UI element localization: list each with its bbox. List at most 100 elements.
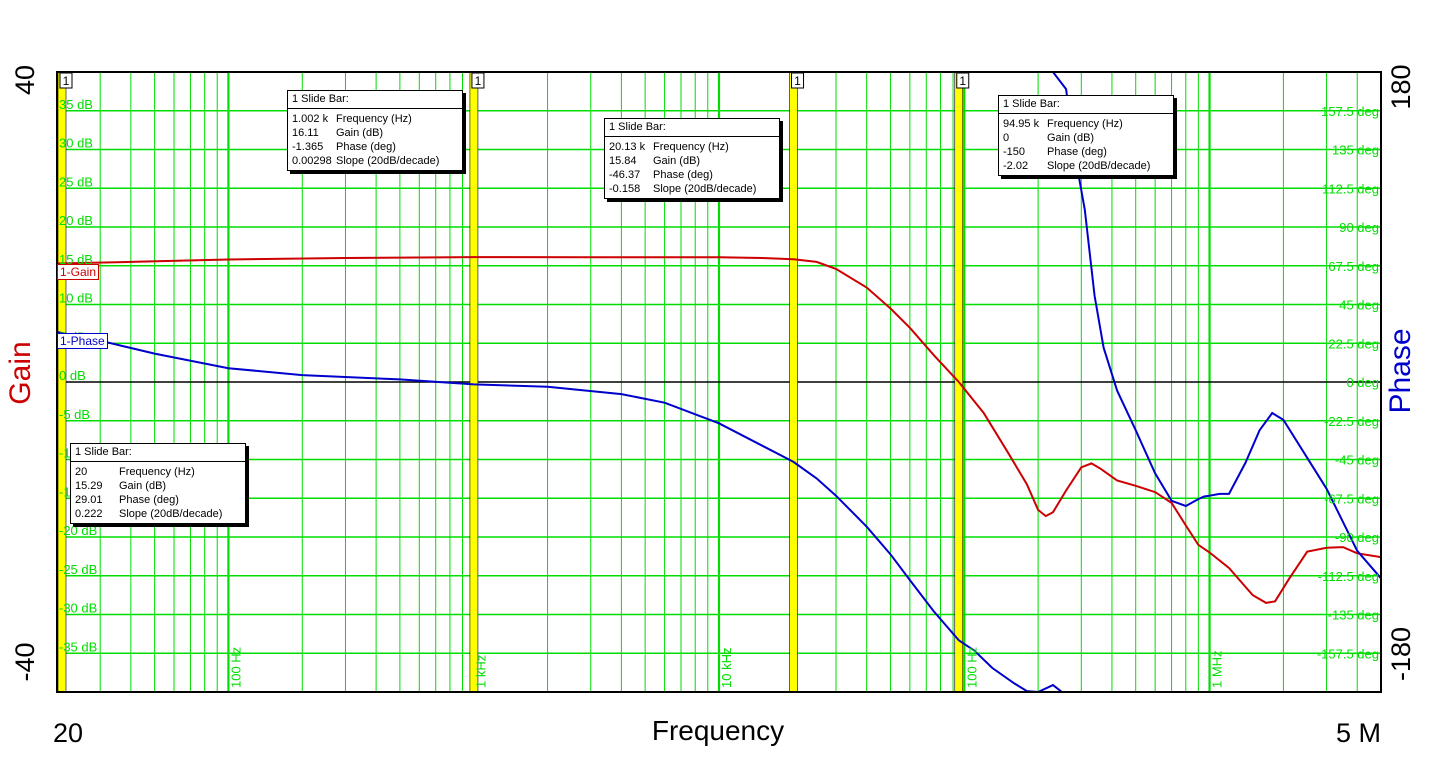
slide-bar-row: 15.84 Gain (dB) [609,154,775,168]
x-max-label: 5 M [1336,718,1381,748]
slide-bar-value: 15.29 [75,480,103,492]
cursor-marker-label: 1 [63,74,70,88]
slide-bar-field: Phase (deg) [653,169,713,181]
slide-bar-box: 1 Slide Bar: 94.95 k Frequency (Hz) 0 Gain (… [998,95,1174,176]
x-axis-title: Frequency [652,715,784,746]
phase-min-label: -180 [1386,627,1416,681]
phase-tick-label: 22.5 deg [1328,336,1379,351]
gain-tick-label: -30 dB [59,601,97,616]
cursor-marker-label: 1 [959,74,966,88]
slide-bar-field: Phase (deg) [1047,146,1107,158]
gain-tick-label: 10 dB [59,291,93,306]
slide-bar-row: 29.01 Phase (deg) [75,493,241,507]
slide-bar-row: 20 Frequency (Hz) [75,465,241,479]
grid-layer [57,72,1381,692]
slide-bar-row: 94.95 k Frequency (Hz) [1003,117,1169,131]
slide-bar-value: -1.365 [292,141,324,153]
slide-bar-field: Phase (deg) [336,141,396,153]
slide-bar-value: 94.95 k [1003,118,1040,130]
slide-bar-title: 1 Slide Bar: [71,444,245,462]
gain-tick-label: -35 dB [59,639,97,654]
slide-bar-row: 20.13 k Frequency (Hz) [609,140,775,154]
slide-bar-row: -150 Phase (deg) [1003,145,1169,159]
phase-tick-label: 90 deg [1339,220,1379,235]
cursor-bar [789,72,798,692]
slide-bar-box: 1 Slide Bar: 20.13 k Frequency (Hz) 15.84 Ga… [604,118,780,199]
slide-bar-field: Slope (20dB/decade) [119,508,223,520]
slide-bar-field: Slope (20dB/decade) [336,155,440,167]
slide-bar-title: 1 Slide Bar: [288,91,462,109]
gain-min-label: -40 [10,642,40,681]
frequency-tick-label: 100 Hz [228,647,243,688]
slide-bar-row: 1.002 k Frequency (Hz) [292,112,458,126]
phase-tick-label: 157.5 deg [1321,104,1379,119]
gain-tick-label: 20 dB [59,213,93,228]
x-min-label: 20 [53,718,83,748]
gain-curve [57,256,1381,604]
slide-bar-value: -46.37 [609,169,641,181]
gain-tick-label: -20 dB [59,523,97,538]
slide-bar-body: 20.13 k Frequency (Hz) 15.84 Gain (dB) -46.3… [605,137,779,198]
slide-bar-field: Gain (dB) [336,127,384,139]
phase-tick-label: -90 deg [1335,530,1379,545]
frequency-tick-label: 1 kHz [474,655,489,688]
slide-bar-value: 29.01 [75,494,103,506]
slide-bar-value: 0.00298 [292,155,332,167]
slide-bar-body: 94.95 k Frequency (Hz) 0 Gain (dB) -150 Phase… [999,114,1173,175]
slide-bar-body: 1.002 k Frequency (Hz) 16.11 Gain (dB) -1.36… [288,109,462,170]
phase-max-label: 180 [1386,64,1416,109]
slide-bar-field: Gain (dB) [653,155,701,167]
frequency-tick-label: 100 Hz [964,647,979,688]
slide-bar-value: 15.84 [609,155,637,167]
cursor-marker-label: 1 [475,74,482,88]
series-label: 1-Gain [57,264,100,280]
gain-max-label: 40 [10,65,40,95]
gain-axis-title: Gain [4,341,37,404]
slide-bar-row: -1.365 Phase (deg) [292,140,458,154]
gain-tick-label: -5 dB [59,407,90,422]
slide-bar-row: 15.29 Gain (dB) [75,479,241,493]
slide-bar-value: 20 [75,466,88,478]
phase-tick-label: -157.5 deg [1317,646,1379,661]
slide-bar-row: 16.11 Gain (dB) [292,126,458,140]
slide-bar-box: 1 Slide Bar: 20 Frequency (Hz) 15.29 Gain (d… [70,443,246,524]
slide-bar-value: 0 [1003,132,1010,144]
slide-bar-body: 20 Frequency (Hz) 15.29 Gain (dB) 29.01 Phase… [71,462,245,523]
gain-tick-label: 25 dB [59,174,93,189]
gain-tick-label: -25 dB [59,562,97,577]
cursor-bar [469,72,478,692]
gain-tick-label: 30 dB [59,136,93,151]
phase-tick-label: 0 deg [1346,375,1379,390]
phase-axis-title: Phase [1384,328,1417,413]
gain-tick-label: 35 dB [59,97,93,112]
gain-tick-label: 15 dB [59,252,93,267]
phase-tick-label: -67.5 deg [1324,491,1379,506]
plot-frame [56,71,1382,693]
slide-bar-field: Frequency (Hz) [119,466,195,478]
slide-bar-value: 20.13 k [609,141,646,153]
slide-bar-value: -2.02 [1003,160,1029,172]
phase-tick-label: -135 deg [1328,608,1379,623]
phase-tick-label: 67.5 deg [1328,259,1379,274]
slide-bar-field: Gain (dB) [1047,132,1095,144]
slide-bar-row: -2.02 Slope (20dB/decade) [1003,159,1169,173]
series-label: 1-Phase [57,333,108,349]
slide-bar-field: Slope (20dB/decade) [1047,160,1151,172]
gain-tick-label: 0 dB [59,368,86,383]
phase-tick-label: 135 deg [1332,143,1379,158]
phase-tick-label: -45 deg [1335,453,1379,468]
slide-bar-field: Slope (20dB/decade) [653,183,757,195]
slide-bar-value: -0.158 [609,183,641,195]
phase-tick-label: 112.5 deg [1322,181,1379,196]
slide-bar-field: Gain (dB) [119,480,167,492]
phase-tick-label: -22.5 deg [1324,414,1379,429]
slide-bar-value: 1.002 k [292,113,329,125]
slide-bar-value: 0.222 [75,508,103,520]
slide-bar-field: Phase (deg) [119,494,179,506]
frequency-tick-label: 1 MHz [1210,650,1225,688]
phase-curve-wrapped [1038,72,1381,579]
phase-tick-label: -112.5 deg [1318,569,1379,584]
slide-bar-row: 0.00298 Slope (20dB/decade) [292,154,458,168]
slide-bar-field: Frequency (Hz) [653,141,729,153]
